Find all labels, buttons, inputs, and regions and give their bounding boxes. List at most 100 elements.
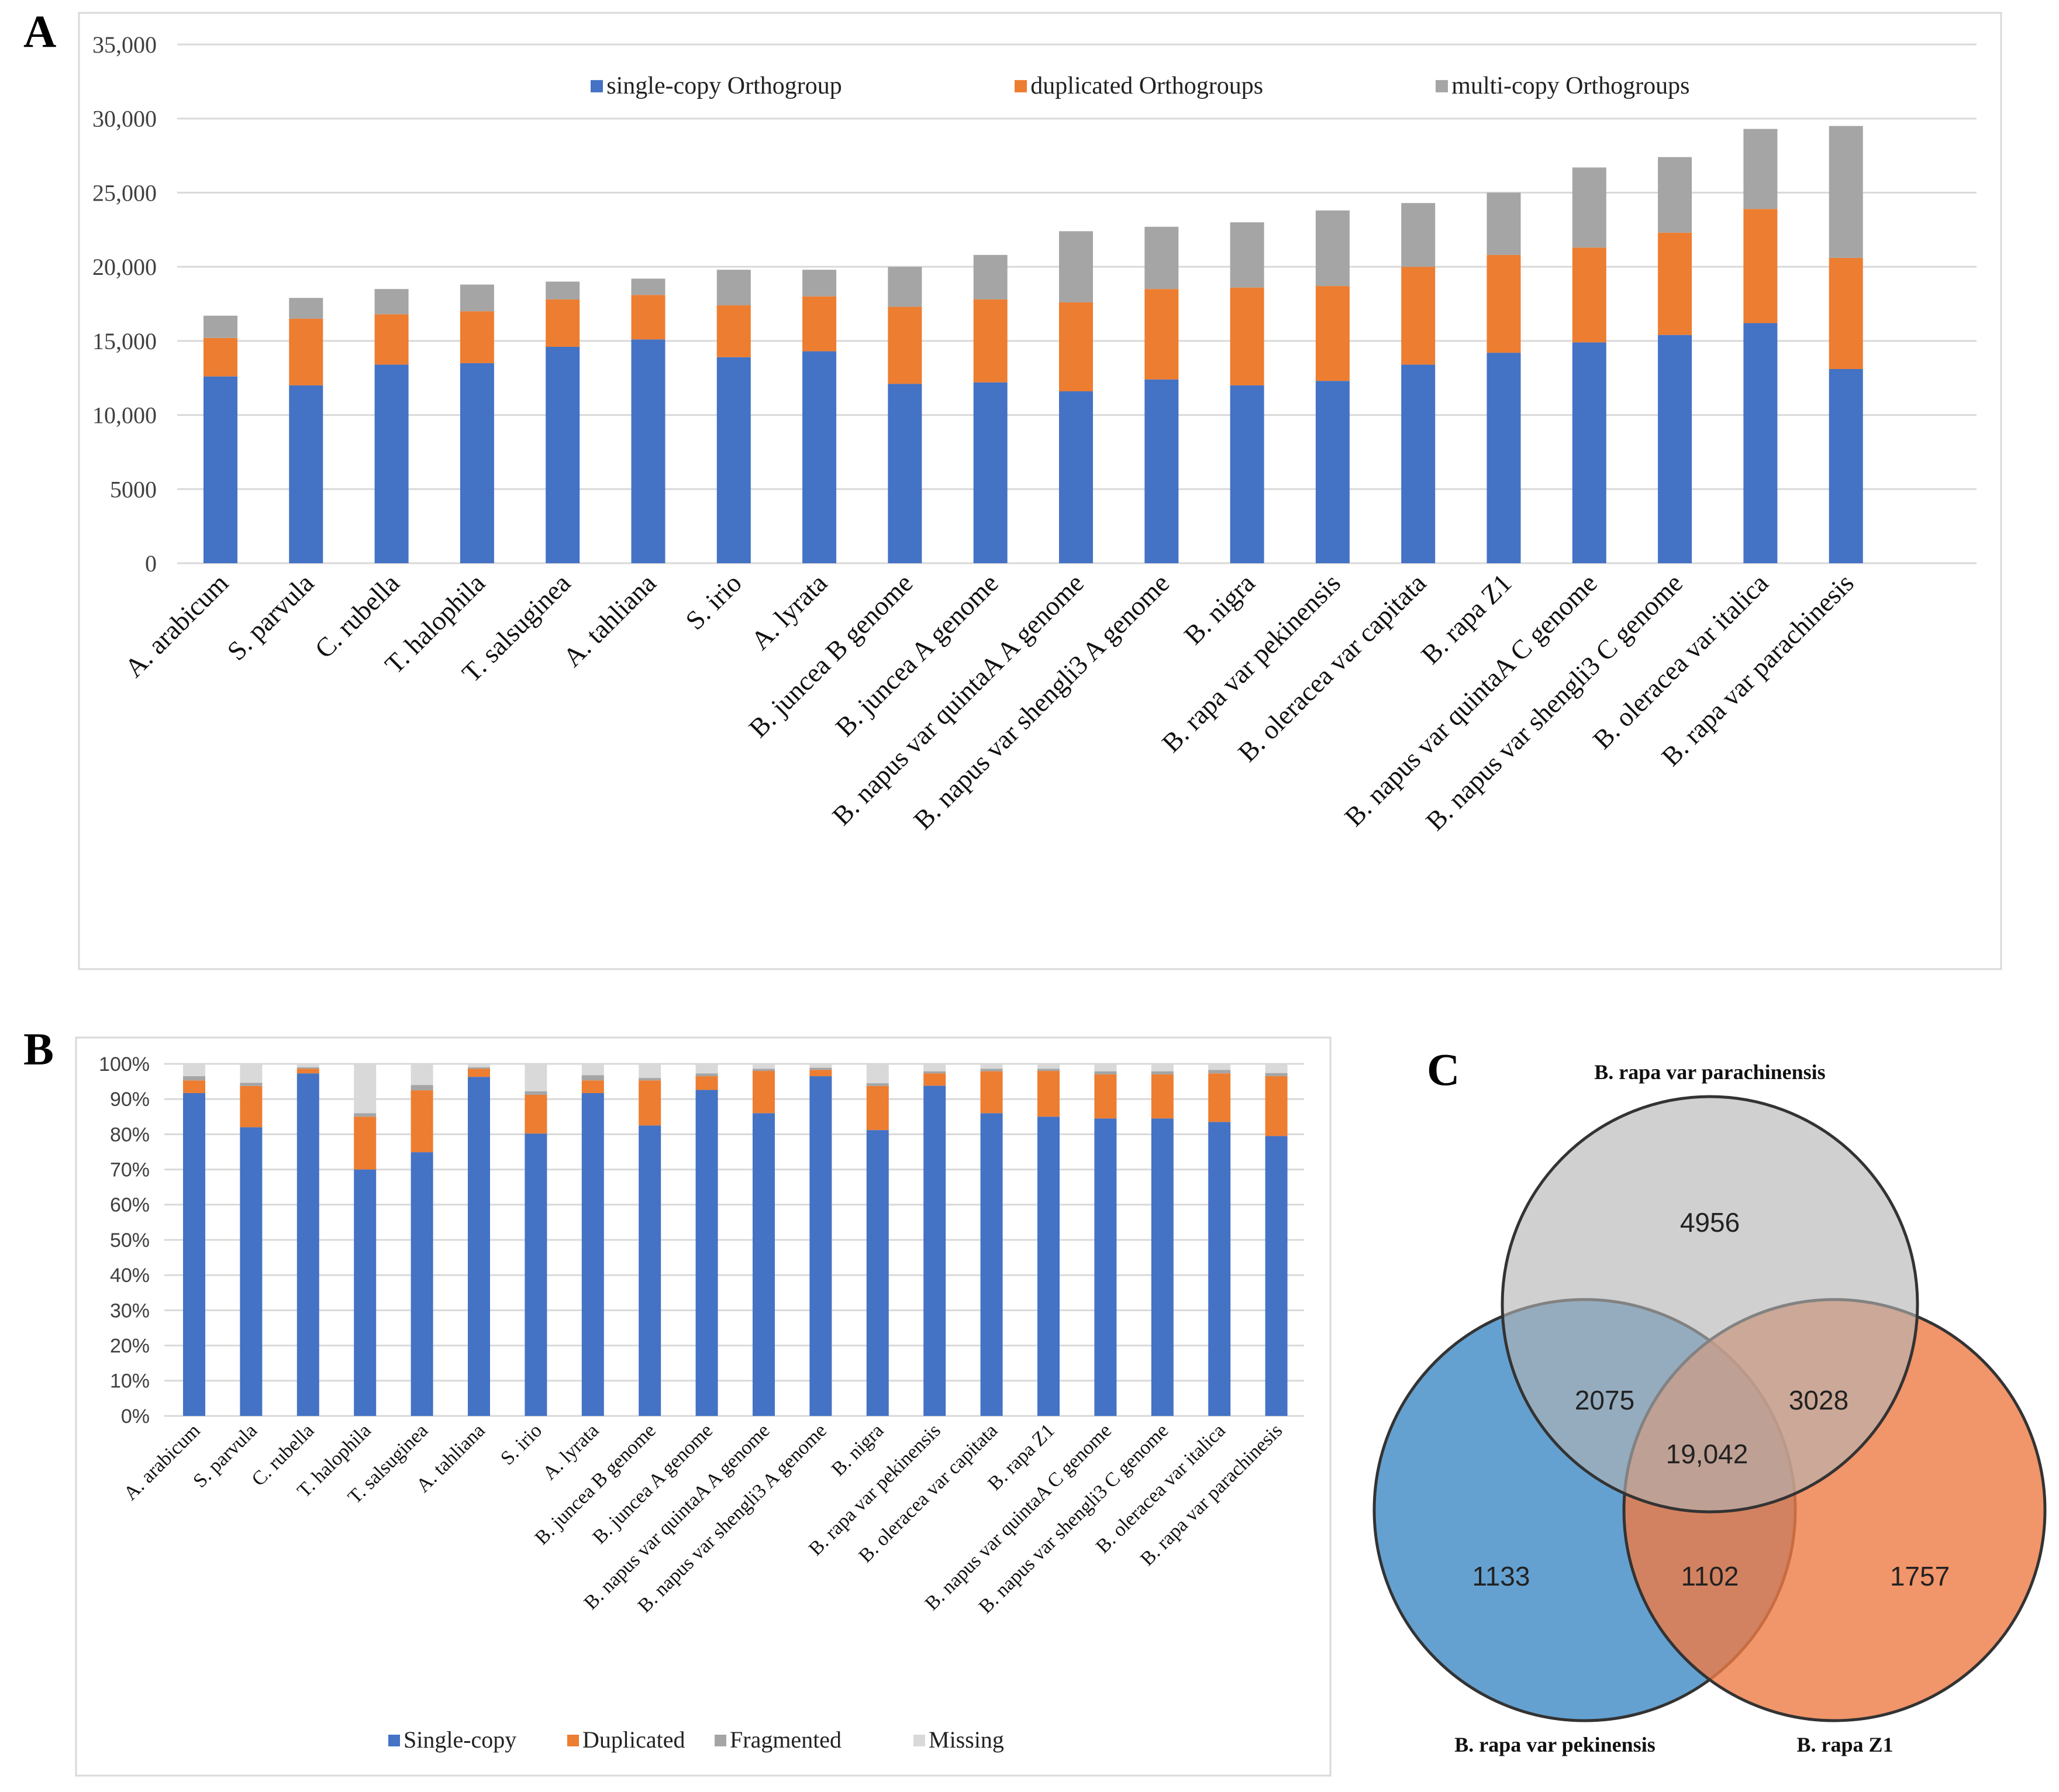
bar-missing-b-oleracea-var-capitata <box>980 1064 1003 1069</box>
bar-fragmented-t-halophila <box>354 1113 377 1117</box>
y-tick-label: 25,000 <box>92 180 157 206</box>
bar-missing-a-tahliana <box>468 1064 490 1068</box>
bar-single-copy-b-napus-var-shengli3-c-genome <box>1151 1118 1174 1416</box>
bar-fragmented-a-lyrata <box>581 1075 604 1081</box>
y-tick-label: 70% <box>110 1159 150 1181</box>
bar-duplicated-s-parvula <box>240 1085 263 1128</box>
bar-duplicated-orthogroups-t-halophila <box>460 311 494 363</box>
bar-single-copy-a-tahliana <box>468 1077 490 1416</box>
bar-duplicated-orthogroups-a-arabicum <box>204 337 237 377</box>
y-tick-label: 40% <box>110 1264 150 1287</box>
bar-multi-copy-orthogroups-c-rubella <box>374 289 409 315</box>
bar-missing-b-juncea-a-genome <box>695 1064 718 1074</box>
y-tick-label: 0 <box>145 550 157 577</box>
bar-missing-b-nigra <box>866 1064 889 1084</box>
bar-fragmented-b-napus-var-shengli3-c-genome <box>1151 1071 1174 1075</box>
bar-duplicated-a-tahliana <box>468 1069 490 1077</box>
legend-label-single-copy: Single-copy <box>403 1726 516 1753</box>
venn-region-all-three: 19,042 <box>1666 1439 1748 1469</box>
bar-single-copy-b-oleracea-var-capitata <box>980 1113 1003 1416</box>
venn-circle-parachinensis <box>1501 1095 1919 1514</box>
bar-duplicated-b-rapa-var-parachinesis <box>1265 1076 1288 1136</box>
bar-single-copy-a-arabicum <box>183 1093 205 1416</box>
venn-region-parachinensis-only: 4956 <box>1680 1207 1740 1238</box>
panel-b-label: B <box>23 1023 54 1074</box>
venn-region-z1-only: 1757 <box>1890 1561 1950 1591</box>
bar-single-copy-orthogroup-b-juncea-b-genome <box>888 384 922 563</box>
legend-swatch-multi-copy-orthogroups <box>1436 80 1448 92</box>
legend-swatch-single-copy-orthogroup <box>591 80 603 92</box>
y-tick-label: 20,000 <box>92 254 157 280</box>
venn-set-label-pekinensis: B. rapa var pekinensis <box>1454 1733 1655 1756</box>
bar-missing-b-napus-var-quintaa-c-genome <box>1094 1064 1117 1071</box>
venn-set-label-parachinensis: B. rapa var parachinensis <box>1594 1060 1825 1084</box>
bar-duplicated-orthogroups-a-tahliana <box>631 295 665 340</box>
legend-label-multi-copy-orthogroups: multi-copy Orthogroups <box>1451 73 1689 99</box>
bar-single-copy-orthogroup-b-nigra <box>1230 385 1264 563</box>
bar-single-copy-orthogroup-t-salsuginea <box>546 346 580 563</box>
bar-duplicated-orthogroups-a-lyrata <box>802 296 837 351</box>
y-tick-label: 60% <box>110 1194 150 1217</box>
bar-multi-copy-orthogroups-a-lyrata <box>802 270 837 297</box>
venn-region-parachinensis-z1: 3028 <box>1789 1385 1848 1415</box>
bar-multi-copy-orthogroups-b-juncea-b-genome <box>888 267 922 307</box>
bar-single-copy-b-rapa-var-pekinensis <box>923 1085 946 1416</box>
bar-multi-copy-orthogroups-b-rapa-var-pekinensis <box>1315 210 1350 287</box>
bar-multi-copy-orthogroups-s-irio <box>716 270 751 306</box>
bar-duplicated-b-rapa-var-pekinensis <box>923 1073 946 1086</box>
bar-missing-b-napus-var-quintaa-a-genome <box>753 1064 775 1069</box>
bar-fragmented-b-oleracea-var-capitata <box>980 1069 1003 1071</box>
bar-fragmented-c-rubella <box>296 1067 319 1069</box>
venn-set-label-z1: B. rapa Z1 <box>1796 1733 1893 1756</box>
bar-duplicated-b-oleracea-var-capitata <box>980 1071 1003 1114</box>
y-tick-label: 80% <box>110 1124 150 1146</box>
panel-a-label: A <box>23 6 56 57</box>
legend-label-single-copy-orthogroup: single-copy Orthogroup <box>606 73 841 99</box>
bar-multi-copy-orthogroups-b-nigra <box>1230 222 1264 288</box>
bar-single-copy-b-rapa-var-parachinesis <box>1265 1136 1288 1416</box>
bar-missing-a-lyrata <box>581 1064 604 1076</box>
panel-c-venn: B. rapa var parachinensis B. rapa var pe… <box>1372 1060 2047 1756</box>
legend-swatch-fragmented <box>715 1735 726 1746</box>
y-tick-label: 15,000 <box>92 328 157 354</box>
bar-duplicated-c-rubella <box>296 1069 319 1074</box>
bar-single-copy-orthogroup-b-rapa-z1 <box>1487 353 1521 563</box>
bar-duplicated-orthogroups-t-salsuginea <box>546 299 580 347</box>
bar-fragmented-a-tahliana <box>468 1067 490 1069</box>
y-tick-label: 50% <box>110 1229 150 1252</box>
bar-single-copy-orthogroup-b-napus-var-quintaa-a-genome <box>1059 391 1093 563</box>
bar-single-copy-t-halophila <box>354 1169 377 1416</box>
bar-fragmented-b-napus-var-shengli3-a-genome <box>809 1067 832 1070</box>
bar-multi-copy-orthogroups-b-rapa-z1 <box>1487 192 1521 255</box>
bar-multi-copy-orthogroups-b-napus-var-quintaa-c-genome <box>1572 167 1606 248</box>
bar-duplicated-orthogroups-b-napus-var-shengli3-c-genome <box>1658 232 1692 335</box>
legend-swatch-missing <box>913 1735 925 1746</box>
bar-fragmented-b-rapa-var-pekinensis <box>923 1071 946 1074</box>
bar-multi-copy-orthogroups-b-napus-var-shengli3-a-genome <box>1144 226 1179 290</box>
y-tick-label: 30% <box>110 1300 150 1322</box>
bar-single-copy-orthogroup-b-oleracea-var-italica <box>1743 323 1778 563</box>
bar-single-copy-c-rubella <box>296 1073 319 1416</box>
bar-fragmented-b-nigra <box>866 1083 889 1086</box>
bar-single-copy-b-rapa-z1 <box>1037 1116 1060 1416</box>
bar-multi-copy-orthogroups-a-tahliana <box>631 278 665 295</box>
bar-duplicated-b-rapa-z1 <box>1037 1071 1060 1117</box>
bar-duplicated-b-napus-var-quintaa-c-genome <box>1094 1074 1117 1119</box>
bar-single-copy-s-irio <box>525 1133 547 1416</box>
bar-single-copy-orthogroup-b-rapa-var-pekinensis <box>1315 381 1350 563</box>
y-tick-label: 20% <box>110 1335 150 1357</box>
bar-single-copy-orthogroup-b-napus-var-shengli3-a-genome <box>1144 379 1179 563</box>
panel-c-label: C <box>1427 1044 1460 1095</box>
bar-missing-c-rubella <box>296 1064 319 1068</box>
bar-missing-b-oleracea-var-italica <box>1208 1064 1231 1070</box>
bar-duplicated-orthogroups-b-juncea-b-genome <box>888 306 922 384</box>
y-tick-label: 0% <box>121 1405 150 1428</box>
bar-fragmented-t-salsuginea <box>411 1085 433 1091</box>
bar-duplicated-b-oleracea-var-italica <box>1208 1073 1231 1122</box>
bar-missing-b-napus-var-shengli3-c-genome <box>1151 1064 1174 1071</box>
bar-single-copy-orthogroup-b-juncea-a-genome <box>973 382 1008 563</box>
bar-missing-b-rapa-z1 <box>1037 1064 1060 1069</box>
bar-fragmented-b-rapa-z1 <box>1037 1069 1060 1071</box>
bar-single-copy-orthogroup-s-parvula <box>289 385 323 563</box>
